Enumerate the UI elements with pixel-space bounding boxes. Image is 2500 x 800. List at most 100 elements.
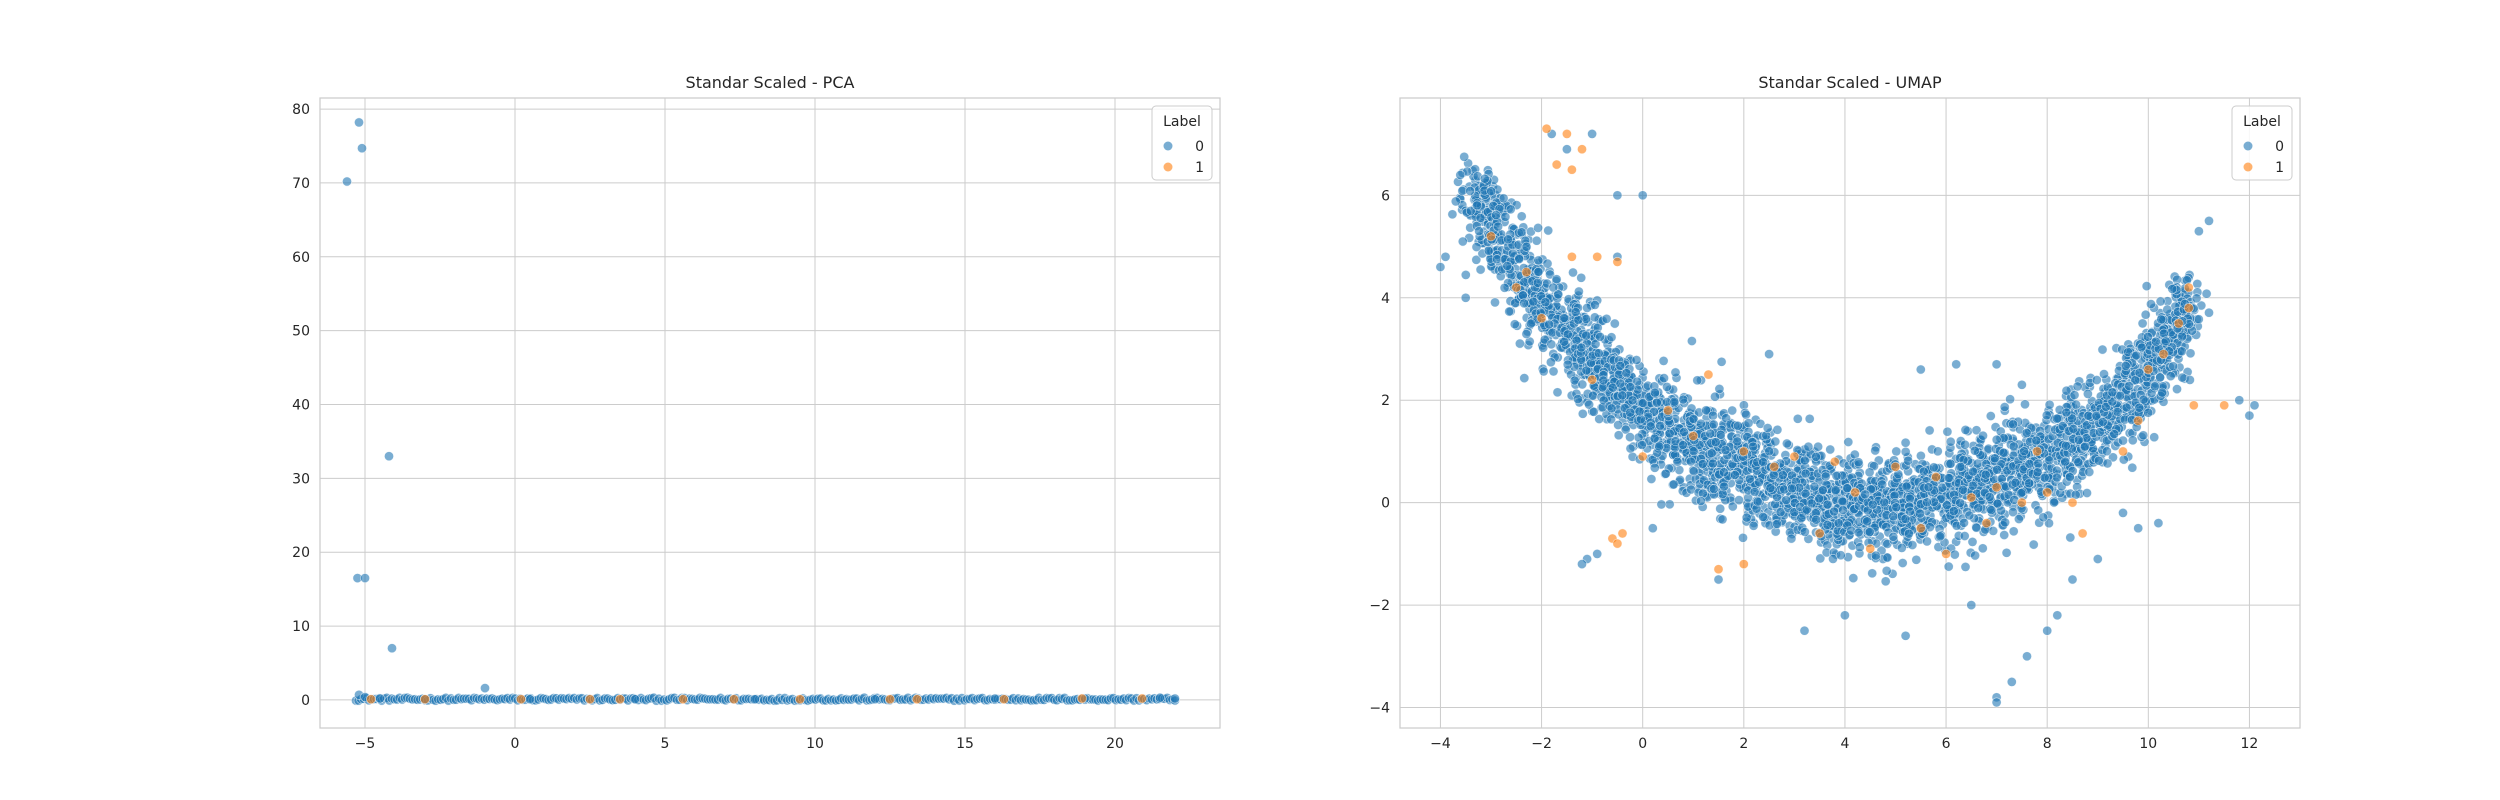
umap-point-label-0 xyxy=(1502,261,1513,271)
umap-point-label-0 xyxy=(1714,383,1725,394)
umap-point-label-0 xyxy=(2068,423,2079,434)
umap-point-label-0 xyxy=(1649,462,1660,473)
umap-point-label-0 xyxy=(1613,420,1623,430)
umap-point-label-0 xyxy=(2064,472,2075,483)
umap-point-label-0 xyxy=(2177,331,2187,342)
umap-point-label-0 xyxy=(1775,507,1786,518)
umap-point-label-0 xyxy=(1870,445,1881,456)
umap-point-label-1 xyxy=(1890,461,1901,472)
umap-point-label-0 xyxy=(1991,697,2002,708)
umap-point-label-0 xyxy=(1943,473,1954,483)
pca-point-label-1 xyxy=(999,694,1009,705)
umap-point-label-0 xyxy=(1598,375,1609,386)
umap-point-label-0 xyxy=(1615,378,1626,389)
umap-point-label-0 xyxy=(1945,458,1956,469)
umap-point-label-0 xyxy=(1598,395,1609,406)
umap-point-label-0 xyxy=(2033,505,2044,516)
umap-point-label-0 xyxy=(1730,470,1740,480)
umap-point-label-1 xyxy=(2173,318,2184,329)
umap-point-label-1 xyxy=(1991,482,2002,493)
pca-legend-box xyxy=(1151,105,1213,181)
pca-legend-label-0: 0 xyxy=(1195,139,1204,155)
umap-point-label-0 xyxy=(1521,241,1532,252)
umap-point-label-1 xyxy=(1511,282,1522,293)
umap-point-label-0 xyxy=(1553,289,1564,300)
umap-title: Standar Scaled - UMAP xyxy=(1758,73,1942,92)
umap-point-label-0 xyxy=(2092,554,2103,564)
umap-point-label-0 xyxy=(2204,215,2214,226)
pca-legend-title: Label xyxy=(1163,114,1201,130)
umap-point-label-0 xyxy=(1533,266,1544,277)
pca-point-label-1 xyxy=(912,694,922,705)
umap-point-label-0 xyxy=(1804,413,1815,424)
umap-point-label-0 xyxy=(1772,424,1783,435)
umap-point-label-0 xyxy=(2165,371,2176,381)
umap-point-label-0 xyxy=(1460,292,1471,303)
umap-point-label-0 xyxy=(1706,448,1717,459)
umap-point-label-0 xyxy=(1900,514,1911,524)
pca-x-tick-label: 5 xyxy=(661,736,670,752)
umap-point-label-0 xyxy=(1820,471,1831,482)
umap-point-label-1 xyxy=(1617,528,1628,539)
pca-y-tick-label: 60 xyxy=(292,250,310,266)
umap-point-label-0 xyxy=(2160,336,2171,347)
umap-point-label-0 xyxy=(1670,367,1681,378)
umap-point-label-0 xyxy=(2134,402,2145,413)
umap-point-label-0 xyxy=(1881,565,1892,576)
pca-y-tick-label: 50 xyxy=(292,324,310,340)
umap-point-label-0 xyxy=(1880,576,1891,587)
umap-point-label-0 xyxy=(1577,379,1588,390)
umap-point-label-0 xyxy=(1738,532,1748,543)
umap-point-label-0 xyxy=(2127,462,2138,473)
umap-point-label-0 xyxy=(1692,375,1703,386)
umap-point-label-0 xyxy=(1907,540,1918,550)
umap-point-label-0 xyxy=(2082,488,2092,498)
umap-point-label-0 xyxy=(1764,446,1775,457)
pca-point-label-0 xyxy=(990,693,1000,704)
pca-point-label-1 xyxy=(615,694,625,705)
umap-point-label-0 xyxy=(2033,458,2044,469)
pca-point-label-0 xyxy=(342,176,352,187)
pca-point-label-1 xyxy=(885,694,895,705)
umap-point-label-0 xyxy=(2138,430,2149,441)
umap-point-label-0 xyxy=(1830,485,1841,495)
umap-point-label-0 xyxy=(1770,436,1781,447)
umap-point-label-1 xyxy=(1688,431,1699,441)
umap-point-label-0 xyxy=(2008,441,2019,452)
umap-point-label-0 xyxy=(1928,462,1939,473)
umap-point-label-0 xyxy=(2084,467,2095,477)
umap-point-label-0 xyxy=(2022,651,2032,662)
pca-y-tick-label: 40 xyxy=(292,398,310,414)
umap-point-label-0 xyxy=(2032,467,2043,478)
umap-point-label-0 xyxy=(2244,410,2255,421)
umap-point-label-0 xyxy=(1701,405,1711,416)
umap-point-label-0 xyxy=(2067,574,2078,585)
umap-point-label-0 xyxy=(1900,437,1911,448)
umap-point-label-1 xyxy=(1536,313,1547,324)
pca-x-tick-label: 15 xyxy=(956,736,974,752)
umap-point-label-0 xyxy=(1799,625,1810,636)
umap-point-label-0 xyxy=(2172,384,2182,394)
pca-x-tick-label: 0 xyxy=(511,736,520,752)
umap-point-label-0 xyxy=(1516,211,1527,222)
umap-point-label-0 xyxy=(2041,410,2052,421)
umap-point-label-0 xyxy=(1748,520,1759,531)
umap-point-label-0 xyxy=(1545,269,1555,280)
umap-point-label-0 xyxy=(1708,419,1719,430)
umap-point-label-0 xyxy=(1590,299,1600,310)
umap-point-label-0 xyxy=(1688,466,1699,477)
umap-point-label-1 xyxy=(1551,159,1562,170)
umap-point-label-0 xyxy=(2008,507,2018,517)
umap-point-label-0 xyxy=(1971,425,1982,436)
umap-point-label-0 xyxy=(1800,488,1811,499)
umap-y-tick-label: −2 xyxy=(1369,598,1390,614)
umap-point-label-0 xyxy=(1811,451,1821,462)
umap-point-label-0 xyxy=(1838,505,1848,515)
pca-point-label-1 xyxy=(729,694,739,705)
umap-point-label-0 xyxy=(1573,394,1583,404)
umap-point-label-1 xyxy=(1738,559,1749,569)
umap-point-label-0 xyxy=(1491,210,1501,220)
umap-point-label-0 xyxy=(1741,512,1752,523)
pca-point-label-0 xyxy=(354,117,364,128)
umap-point-label-0 xyxy=(2006,677,2017,687)
